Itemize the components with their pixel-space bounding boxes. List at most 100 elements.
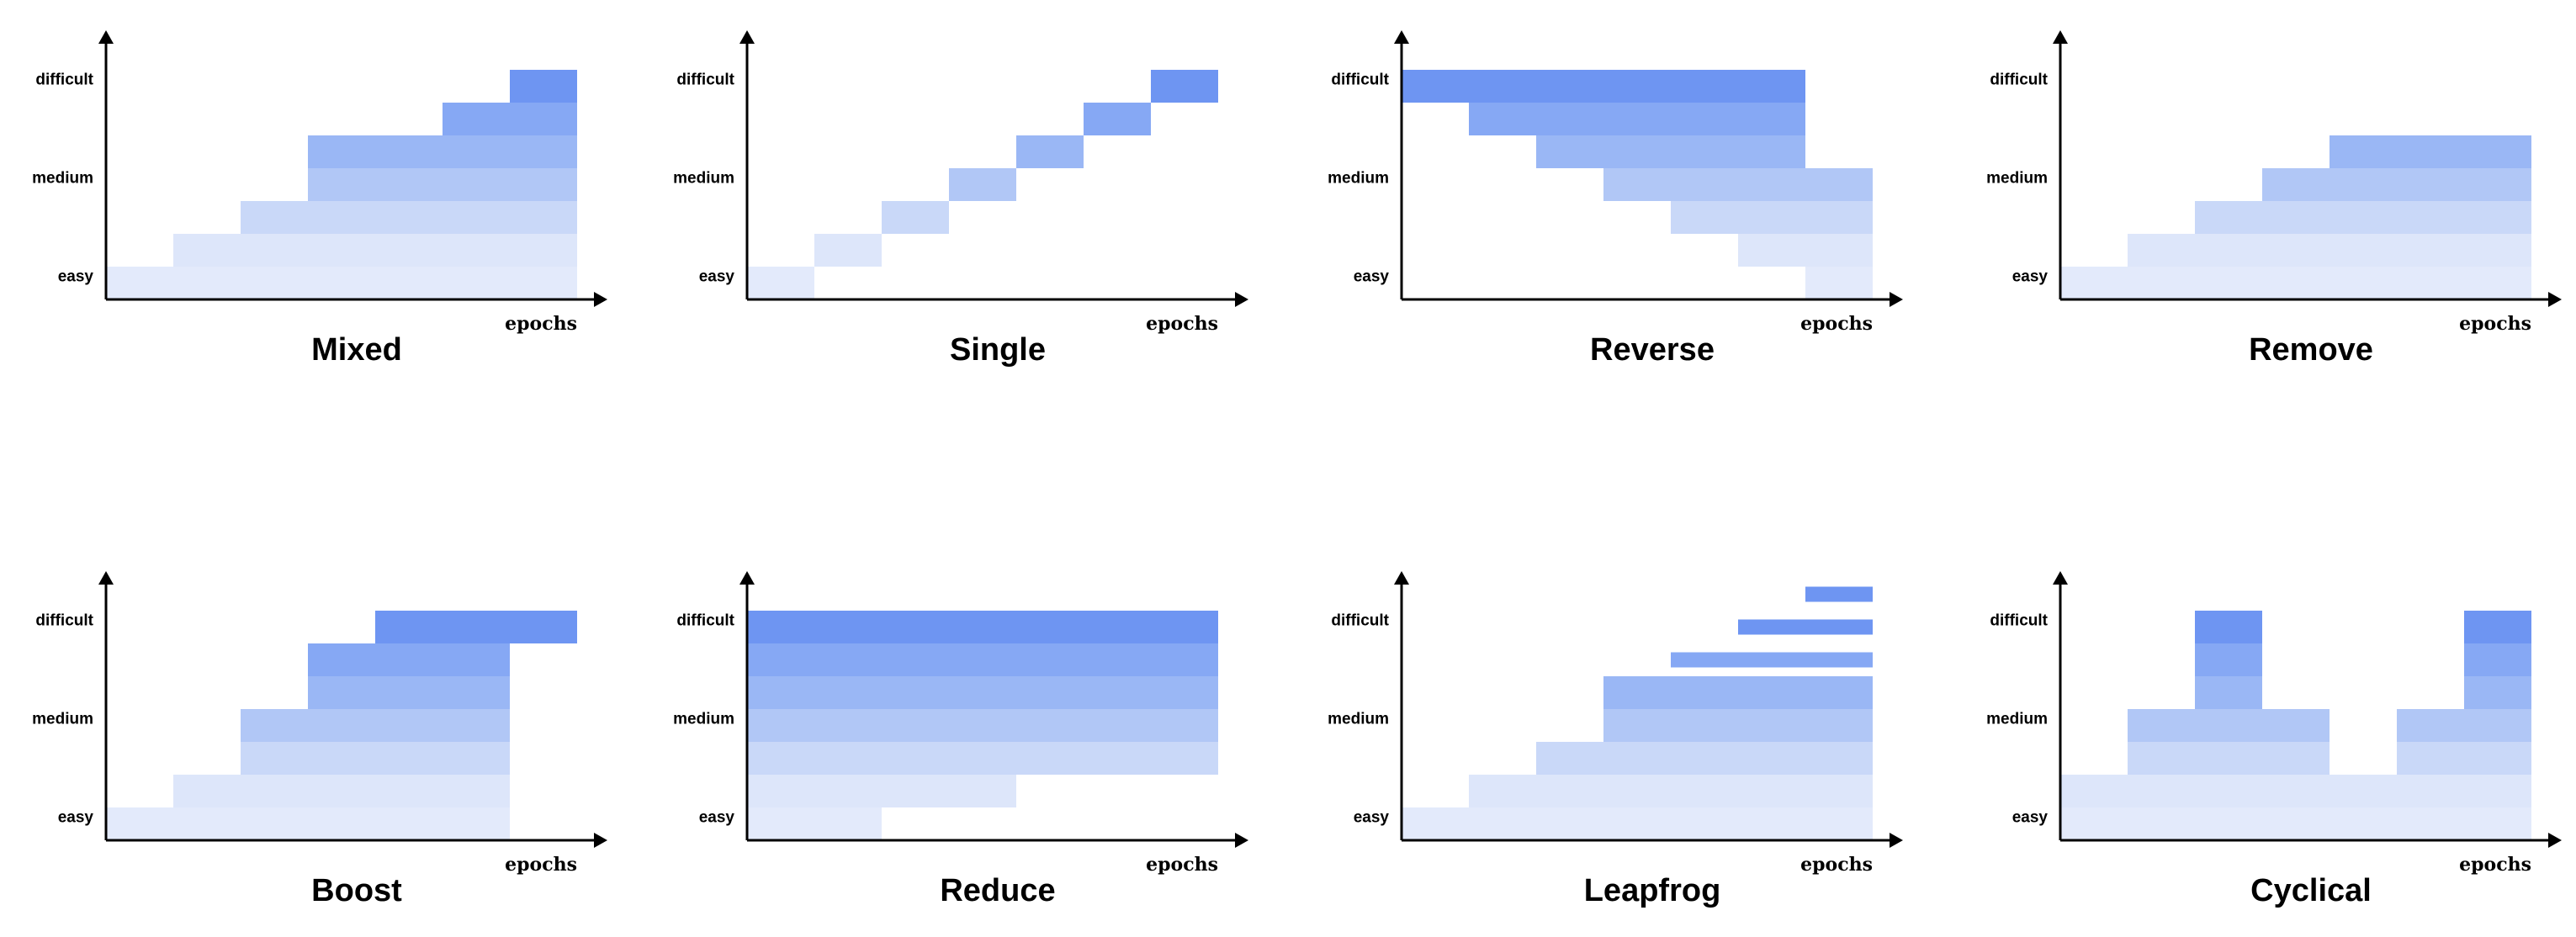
schedule-chart: easy medium difficult epochs [673,30,1248,335]
y-label-easy: easy [58,808,94,826]
y-label-easy: easy [1354,267,1390,285]
panel-reduce: easy medium difficult epochs Reduce [641,541,1264,928]
panel-mixed: easy medium difficult epochs Mixed [0,0,623,387]
y-axis-arrow-icon [1394,571,1409,585]
difficulty-bar [2195,611,2262,643]
y-label-medium: medium [673,169,734,187]
difficulty-bar [2060,267,2531,299]
panel-leapfrog: easy medium difficult epochs Leapfrog [1296,541,1918,928]
panel-title: Cyclical [2250,873,2372,908]
difficulty-bar [1402,807,1873,840]
difficulty-bar [173,234,577,267]
x-label: epochs [2459,854,2531,876]
panel-title: Reverse [1590,332,1715,368]
y-label-easy: easy [1354,808,1390,826]
schedule-chart: easy medium difficult epochs [673,571,1248,876]
x-label: epochs [1146,313,1218,335]
difficulty-bar [2464,643,2531,676]
y-label-medium: medium [32,710,93,728]
difficulty-bar [1671,652,1873,668]
y-label-easy: easy [699,267,735,285]
difficulty-bar [2397,742,2531,775]
difficulty-bar [747,643,1218,676]
difficulty-bar [241,742,510,775]
difficulty-bar [747,611,1218,643]
difficulty-bar [1603,676,1873,709]
difficulty-bar [1469,775,1873,807]
difficulty-bar [443,103,577,135]
y-label-difficult: difficult [35,611,93,629]
panel-title: Reduce [940,873,1056,908]
difficulty-bar [1603,168,1873,201]
difficulty-bar [747,676,1218,709]
y-axis-arrow-icon [739,30,755,44]
schedule-chart: easy medium difficult epochs [32,571,607,876]
difficulty-bar [2195,643,2262,676]
y-label-medium: medium [1986,710,2048,728]
difficulty-bar [2464,676,2531,709]
x-axis-arrow-icon [1890,292,1903,307]
difficulty-bar [2060,775,2531,807]
difficulty-bar [1671,201,1873,234]
difficulty-bar [1536,742,1873,775]
difficulty-bar [1738,619,1873,635]
difficulty-bar [2195,676,2262,709]
difficulty-bar [1016,135,1084,168]
difficulty-bar [1469,103,1805,135]
y-label-medium: medium [1328,710,1389,728]
difficulty-bar [814,234,882,267]
difficulty-bar [747,775,1016,807]
panel-reverse: easy medium difficult epochs Reverse [1296,0,1918,387]
y-label-easy: easy [2012,267,2049,285]
y-axis-arrow-icon [739,571,755,585]
y-axis-arrow-icon [98,571,114,585]
y-axis-arrow-icon [98,30,114,44]
x-axis-arrow-icon [2548,833,2562,848]
schedule-chart: easy medium difficult epochs [1328,30,1903,335]
schedule-chart: easy medium difficult epochs [1328,571,1903,876]
difficulty-bar [882,201,949,234]
x-label: epochs [1800,854,1873,876]
y-axis-arrow-icon [2053,571,2068,585]
y-label-medium: medium [673,710,734,728]
difficulty-bar [1738,234,1873,267]
x-axis-arrow-icon [594,833,607,848]
difficulty-bar [2262,168,2531,201]
difficulty-bar [2195,201,2531,234]
x-label: epochs [1146,854,1218,876]
x-label: epochs [2459,313,2531,335]
difficulty-bar [308,135,577,168]
y-label-difficult: difficult [1331,71,1389,88]
difficulty-bar [1805,267,1873,299]
difficulty-bar [1603,709,1873,742]
y-axis-arrow-icon [1394,30,1409,44]
difficulty-bar [308,676,510,709]
y-label-medium: medium [32,169,93,187]
difficulty-bar [1084,103,1151,135]
panel-title: Single [949,332,1047,368]
difficulty-bar [308,643,510,676]
panel-remove: easy medium difficult epochs Remove [1954,0,2576,387]
y-label-easy: easy [58,267,94,285]
x-label: epochs [505,313,577,335]
difficulty-bar [1402,70,1805,103]
panel-title: Remove [2249,332,2373,368]
panel-single: easy medium difficult epochs Single [641,0,1264,387]
x-axis-arrow-icon [1235,292,1248,307]
difficulty-bar [2464,611,2531,643]
difficulty-bar [375,611,577,643]
panel-title: Mixed [311,332,402,368]
difficulty-bar [747,267,814,299]
y-label-difficult: difficult [676,611,734,629]
difficulty-bar [2330,135,2531,168]
schedule-chart: easy medium difficult epochs [32,30,607,335]
y-label-difficult: difficult [35,71,93,88]
panel-boost: easy medium difficult epochs Boost [0,541,623,928]
y-label-difficult: difficult [1990,611,2048,629]
y-label-medium: medium [1986,169,2048,187]
difficulty-bar [106,267,577,299]
difficulty-bar [1151,70,1218,103]
x-axis-arrow-icon [2548,292,2562,307]
difficulty-bar [241,709,510,742]
